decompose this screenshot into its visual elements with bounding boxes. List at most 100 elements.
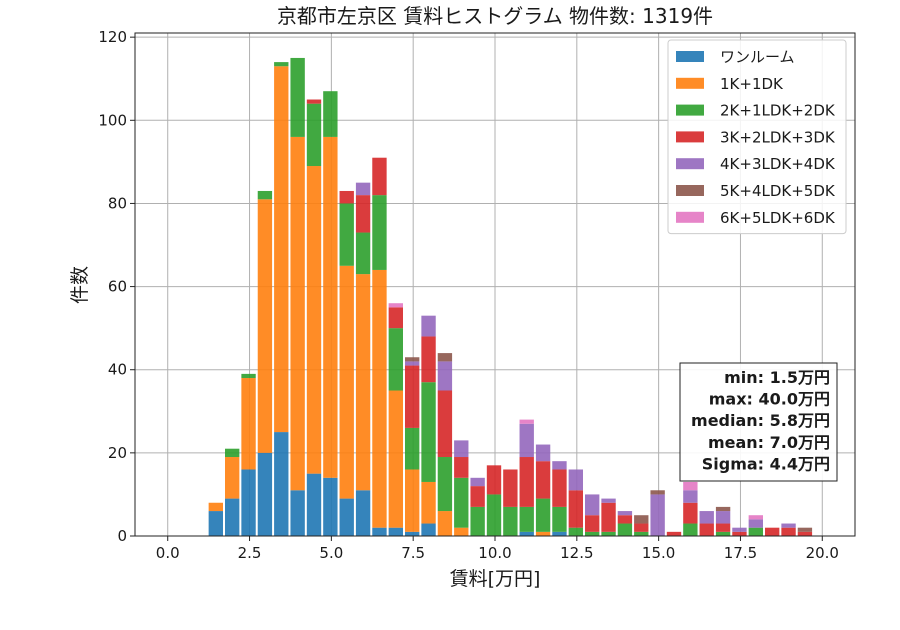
bar-segment [405, 427, 420, 470]
bar-segment [486, 494, 502, 536]
legend-swatch [676, 158, 704, 170]
bar-segment [274, 66, 289, 433]
bar-segment [699, 523, 714, 536]
legend-swatch [676, 51, 704, 62]
bar-segment [519, 419, 534, 424]
bar-segment [257, 452, 273, 536]
legend-label: 2K+1LDK+2DK [720, 102, 836, 120]
bars [208, 57, 813, 536]
bar-segment [355, 274, 371, 491]
bar-segment [601, 498, 616, 503]
bar-segment [421, 481, 436, 524]
bar-segment [715, 531, 731, 536]
legend-label: 6K+5LDK+6DK [720, 209, 836, 227]
bar-segment [290, 57, 305, 137]
bar-segment [683, 481, 698, 491]
bar-segment [225, 457, 240, 499]
bar-segment [715, 506, 731, 512]
bar-segment [568, 527, 583, 536]
bar-segment [241, 378, 256, 470]
bar-segment [454, 457, 469, 478]
bar-segment [601, 531, 616, 536]
stats-line: median: 5.8万円 [691, 411, 830, 430]
x-tick-label: 5.0 [319, 544, 343, 562]
bar-segment [715, 523, 731, 532]
bar-segment [797, 527, 813, 532]
bar-segment [617, 511, 633, 516]
bar-segment [437, 457, 453, 512]
bar-segment [585, 494, 600, 516]
bar-segment [339, 265, 354, 499]
bar-segment [634, 523, 649, 532]
bar-segment [421, 382, 436, 482]
bar-segment [470, 477, 485, 487]
bar-segment [748, 515, 763, 520]
bar-segment [781, 527, 796, 536]
bar-segment [666, 531, 682, 536]
stats-frame [679, 362, 838, 482]
bar-segment [241, 469, 256, 536]
bar-segment [454, 527, 469, 536]
bar-segment [208, 502, 223, 512]
bar-segment [797, 531, 813, 536]
bar-segment [503, 469, 518, 507]
bar-segment [503, 506, 518, 536]
bar-segment [405, 365, 420, 428]
stats-line: max: 40.0万円 [709, 390, 830, 409]
legend-swatch [676, 211, 704, 223]
bar-segment [323, 91, 338, 137]
bar-segment [339, 498, 354, 536]
x-axis-ticks: 0.0 2.5 5.0 7.5 10.0 12.5 15.0 17.5 20.0 [156, 536, 839, 562]
bar-segment [306, 103, 322, 167]
legend-swatch [676, 185, 704, 196]
bar-segment [617, 515, 633, 524]
bar-segment [257, 190, 273, 200]
bar-segment [421, 336, 436, 383]
bar-segment [535, 531, 551, 536]
bar-segment [732, 531, 747, 536]
x-tick-label: 15.0 [642, 544, 675, 562]
x-tick-label: 12.5 [560, 544, 593, 562]
bar-segment [421, 523, 436, 536]
bar-segment [323, 477, 338, 536]
bar-segment [535, 498, 551, 532]
legend: ワンルーム 1K+1DK 2K+1LDK+2DK 3K+2LDK+3DK 4K+3LDK… [667, 39, 847, 235]
bar-segment [437, 511, 453, 536]
bar-segment [208, 511, 223, 536]
x-tick-label: 10.0 [478, 544, 511, 562]
bar-segment [732, 527, 747, 532]
bar-segment [650, 494, 665, 536]
bar-segment [437, 390, 453, 458]
legend-swatch [676, 104, 704, 116]
bar-segment [470, 506, 485, 536]
chart-title: 京都市左京区 賃料ヒストグラム 物件数: 1319件 [277, 4, 713, 28]
bar-segment [225, 498, 240, 536]
x-tick-label: 20.0 [806, 544, 839, 562]
bar-segment [306, 99, 322, 104]
bar-segment [372, 527, 387, 536]
bar-segment [568, 469, 583, 491]
bar-segment [519, 506, 534, 532]
bar-segment [552, 469, 567, 507]
bar-segment [601, 502, 616, 532]
y-tick-label: 100 [98, 111, 127, 129]
x-tick-label: 17.5 [724, 544, 757, 562]
bar-segment [290, 490, 305, 536]
bar-segment [405, 531, 420, 536]
bar-segment [405, 469, 420, 532]
bar-segment [683, 523, 698, 536]
bar-segment [617, 523, 633, 536]
bar-segment [257, 199, 273, 453]
legend-label: 4K+3LDK+4DK [720, 155, 836, 173]
bar-segment [405, 361, 420, 366]
legend-label: 1K+1DK [720, 75, 784, 93]
y-tick-label: 0 [117, 527, 127, 545]
bar-segment [388, 390, 403, 528]
y-tick-label: 80 [108, 194, 127, 212]
bar-segment [683, 490, 698, 503]
bar-segment [470, 486, 485, 507]
bar-segment [274, 432, 289, 536]
bar-segment [339, 203, 354, 266]
x-tick-label: 2.5 [238, 544, 262, 562]
